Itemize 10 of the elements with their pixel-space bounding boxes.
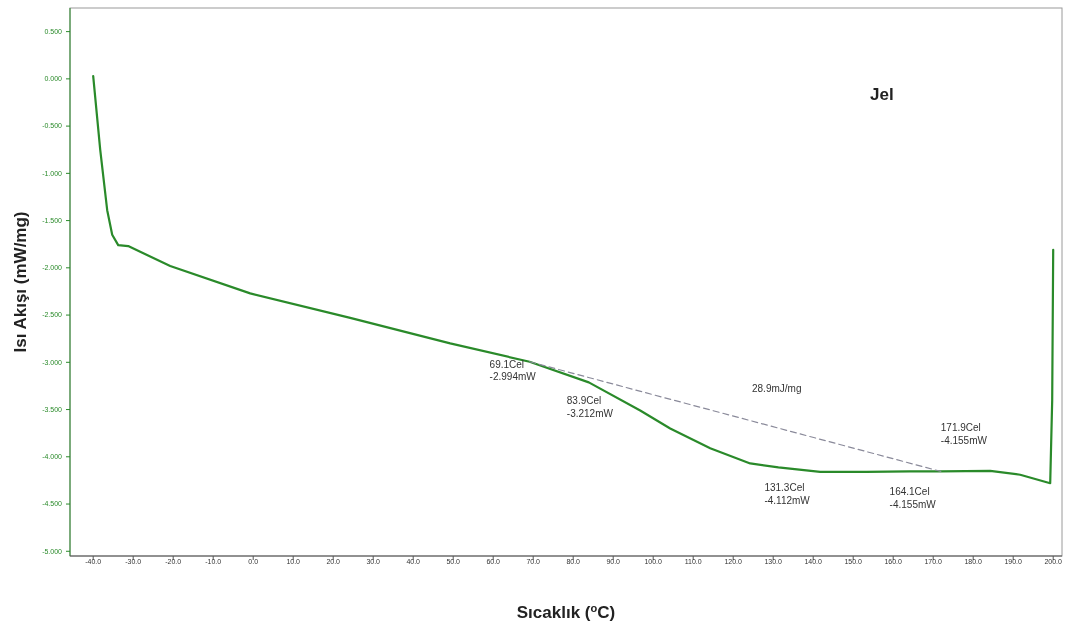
annotation: 28.9mJ/mg — [752, 383, 802, 394]
x-axis-title: Sıcaklık ($^{o}$C) — [516, 602, 616, 622]
line-series — [92, 74, 1055, 485]
annotation: 171.9Cel -4.155mW — [940, 422, 988, 446]
annotation: 83.9Cel -3.212mW — [566, 395, 614, 419]
y-axis-title: Isı Akışı (mW/mg) — [11, 211, 30, 353]
annotation: 164.1Cel -4.155mW — [889, 486, 937, 510]
annotation: 69.1Cel -2.994mW — [489, 358, 537, 383]
text: Jel — [870, 85, 894, 104]
annotation: 131.3Cel -4.112mW — [764, 482, 811, 506]
